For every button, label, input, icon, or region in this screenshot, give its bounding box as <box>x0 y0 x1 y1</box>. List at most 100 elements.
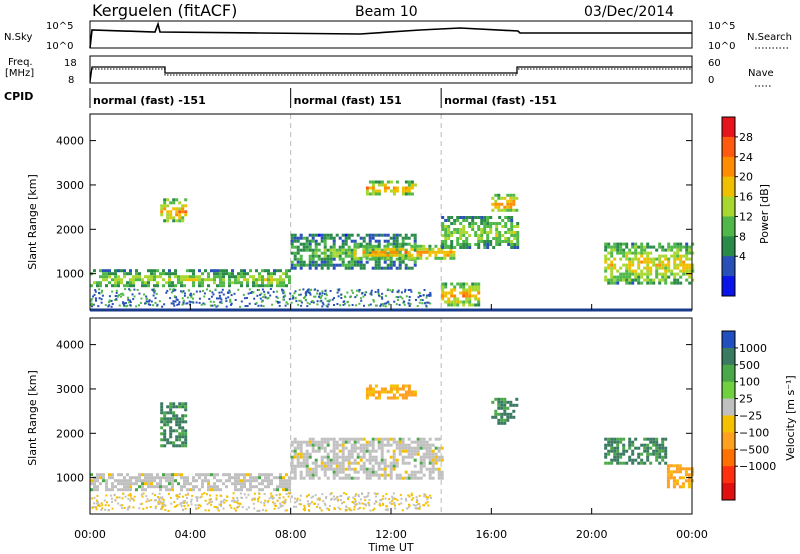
velocity-echo-region-2 <box>290 437 444 480</box>
velocity-colorbar-tick: −500 <box>739 443 769 456</box>
date-title: 03/Dec/2014 <box>584 4 674 20</box>
freq-trace <box>89 66 692 83</box>
velocity-colorbar-tick: 100 <box>739 376 760 389</box>
nsearch-label: N.Search <box>747 32 792 43</box>
power-colorbar: 28 24 20 16 12 8 4 <box>721 116 753 297</box>
power-colorbar-tick: 28 <box>739 131 753 144</box>
power-echo-region-7 <box>441 282 481 307</box>
freq-label-1: Freq. <box>8 57 33 68</box>
y-tick-label: 3000 <box>56 179 84 192</box>
velocity-panel <box>89 317 694 515</box>
station-title: Kerguelen (fitACF) <box>92 1 237 20</box>
velocity-echo-region-1 <box>160 402 188 448</box>
velocity-colorbar-swatch <box>722 364 735 383</box>
y-axis-ticks: 1000 2000 3000 4000 1000 2000 3000 4000 <box>56 135 692 485</box>
power-echo-region-4 <box>365 180 417 196</box>
power-colorbar-swatch <box>722 176 735 198</box>
velocity-colorbar-tick: 500 <box>739 359 760 372</box>
x-tick-label: 08:00 <box>275 528 307 541</box>
power-near-range-scatter <box>90 288 432 308</box>
power-colorbar-swatch <box>722 216 735 237</box>
x-tick-label: 12:00 <box>375 528 407 541</box>
velocity-echo-region-4 <box>491 397 519 425</box>
nave-tick-bottom: 0 <box>708 75 714 86</box>
nave-label: Nave <box>748 68 774 79</box>
nsky-tick-bottom: 10^0 <box>46 41 73 52</box>
power-colorbar-tick: 8 <box>739 230 746 243</box>
power-ylabel: Slant Range [km] <box>26 174 39 270</box>
velocity-colorbar-swatch <box>722 449 735 467</box>
freq-panel: Freq. [MHz] 18 8 60 0 Nave <box>5 55 774 87</box>
nave-trace <box>92 68 692 76</box>
velocity-colorbar-swatch <box>722 466 735 484</box>
x-tick-label: 20:00 <box>576 528 608 541</box>
nsearch-tick-bottom: 10^0 <box>708 41 735 52</box>
x-tick-label: 04:00 <box>174 528 206 541</box>
cpid-row: CPID normal (fast) -151 normal (fast) 151… <box>4 88 557 108</box>
power-colorbar-swatch <box>722 256 735 277</box>
y-tick-label: 1000 <box>56 472 84 485</box>
power-colorbar-swatch <box>722 196 735 217</box>
x-axis-label: Time UT <box>367 541 413 554</box>
x-tick-label: 00:00 <box>676 528 708 541</box>
velocity-echo-region-5 <box>604 437 668 465</box>
velocity-near-range-scatter <box>91 492 432 512</box>
nsky-tick-top: 10^5 <box>46 21 73 32</box>
power-colorbar-tick: 4 <box>739 250 746 263</box>
velocity-colorbar-swatch <box>722 432 735 450</box>
velocity-colorbar-tick: −25 <box>739 410 762 423</box>
cpid-segment-label: normal (fast) -151 <box>444 94 557 107</box>
velocity-colorbar-swatch <box>722 398 735 416</box>
velocity-colorbar-swatch <box>722 483 735 501</box>
power-colorbar-swatch <box>722 276 735 297</box>
freq-tick-bottom: 8 <box>68 75 74 86</box>
power-echo-region-6 <box>491 193 519 212</box>
power-panel <box>89 113 695 312</box>
nsky-trace <box>89 21 692 49</box>
freq-label-2: [MHz] <box>5 68 34 79</box>
power-echo-region-8 <box>604 242 695 285</box>
velocity-echo-region-0 <box>90 473 291 492</box>
nave-tick-top: 60 <box>708 58 721 69</box>
power-colorbar-tick: 12 <box>739 210 753 223</box>
power-colorbar-swatch <box>722 236 735 257</box>
y-tick-label: 2000 <box>56 223 84 236</box>
velocity-colorbar-swatch <box>722 347 735 366</box>
velocity-colorbar-tick: 25 <box>739 393 753 406</box>
velocity-data <box>90 318 694 514</box>
nsearch-tick-top: 10^5 <box>708 21 735 32</box>
cpid-segment-label: normal (fast) -151 <box>93 94 206 107</box>
power-colorbar-tick: 24 <box>739 151 753 164</box>
velocity-colorbar: 1000 500 100 25 −25 −100 −500 −1000 <box>721 330 776 501</box>
y-tick-label: 4000 <box>56 339 84 352</box>
y-tick-label: 4000 <box>56 135 84 148</box>
y-tick-label: 2000 <box>56 427 84 440</box>
velocity-colorbar-swatch <box>722 415 735 433</box>
velocity-colorbar-tick: −100 <box>739 426 769 439</box>
power-echo-region-3 <box>353 244 456 260</box>
x-tick-label: 00:00 <box>74 528 106 541</box>
power-colorbar-tick: 16 <box>739 191 753 204</box>
power-colorbar-tick: 20 <box>739 171 753 184</box>
velocity-colorbar-tick: −1000 <box>739 460 776 473</box>
power-echo-region-0 <box>90 269 291 288</box>
velocity-colorbar-tick: 1000 <box>739 342 767 355</box>
nsky-panel: N.Sky 10^5 10^0 10^5 10^0 N.Search <box>4 20 792 52</box>
y-tick-label: 1000 <box>56 268 84 281</box>
freq-tick-top: 18 <box>64 58 77 69</box>
power-colorbar-swatch <box>722 136 735 158</box>
power-colorbar-label: Power [dB] <box>758 184 771 244</box>
power-data <box>90 114 695 310</box>
power-colorbar-swatch <box>722 156 735 178</box>
cpid-segment-label: normal (fast) 151 <box>294 94 402 107</box>
velocity-colorbar-label: Velocity [m s⁻¹] <box>784 375 797 460</box>
beam-title: Beam 10 <box>355 4 418 20</box>
power-echo-region-1 <box>160 198 188 223</box>
power-echo-region-5 <box>441 216 520 249</box>
velocity-ylabel: Slant Range [km] <box>26 370 39 466</box>
velocity-colorbar-swatch <box>722 381 735 400</box>
cpid-label: CPID <box>4 90 33 103</box>
nsky-label: N.Sky <box>4 32 32 43</box>
x-tick-label: 16:00 <box>475 528 507 541</box>
